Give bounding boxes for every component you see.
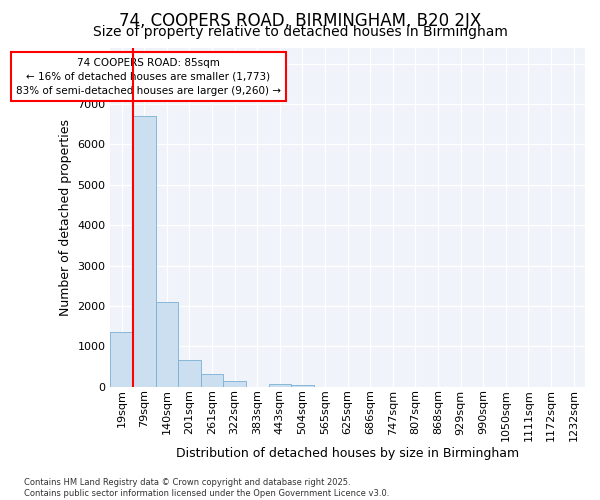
Bar [223,380,246,386]
Text: 74 COOPERS ROAD: 85sqm
← 16% of detached houses are smaller (1,773)
83% of semi-: 74 COOPERS ROAD: 85sqm ← 16% of detached… [16,58,281,96]
Bar [155,302,178,386]
X-axis label: Distribution of detached houses by size in Birmingham: Distribution of detached houses by size … [176,447,519,460]
Text: Size of property relative to detached houses in Birmingham: Size of property relative to detached ho… [92,25,508,39]
Y-axis label: Number of detached properties: Number of detached properties [59,118,72,316]
Text: 74, COOPERS ROAD, BIRMINGHAM, B20 2JX: 74, COOPERS ROAD, BIRMINGHAM, B20 2JX [119,12,481,30]
Bar [269,384,291,386]
Bar [110,332,133,386]
Bar [201,374,223,386]
Bar [133,116,155,386]
Bar [291,384,314,386]
Bar [178,360,201,386]
Text: Contains HM Land Registry data © Crown copyright and database right 2025.
Contai: Contains HM Land Registry data © Crown c… [24,478,389,498]
